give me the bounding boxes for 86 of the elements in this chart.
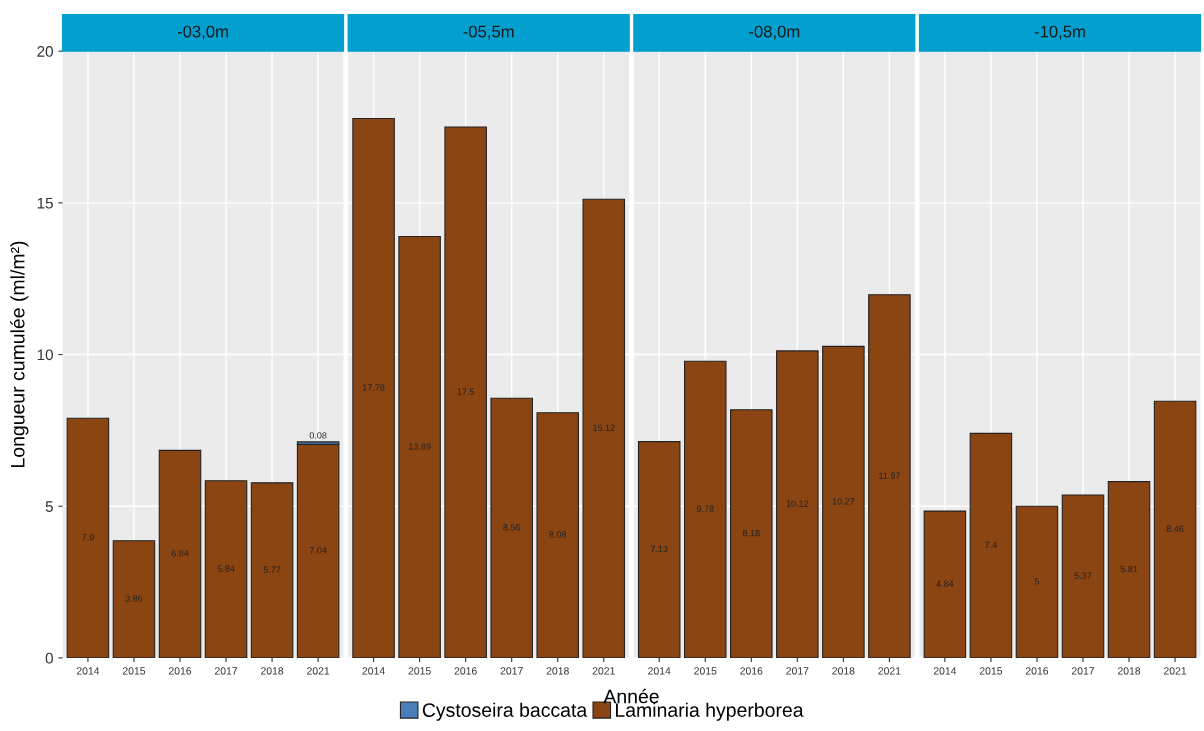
chart-title: -10,5m: [1034, 25, 1085, 40]
bar: [822, 345, 865, 658]
y-tick-label: 0: [45, 652, 53, 664]
data-label: 5.81: [1120, 565, 1138, 573]
data-label: 10.12: [786, 500, 809, 507]
legend-label: Laminaria hyperborea: [616, 702, 804, 721]
bar: [1015, 505, 1059, 658]
x-axis-title: Année: [603, 688, 659, 704]
x-tick-label: 2018: [1117, 667, 1141, 675]
x-tick-label: 2021: [592, 667, 615, 675]
chart-title: -08,0m: [749, 25, 800, 40]
bar: [66, 417, 110, 658]
bar: [923, 510, 967, 658]
bar: [352, 117, 395, 658]
data-label: 8.18: [742, 529, 760, 537]
bar: [296, 443, 340, 658]
y-tick-label: 10: [37, 349, 53, 361]
x-tick-label: 2016: [168, 667, 192, 675]
data-label: 10.27: [832, 498, 855, 505]
data-label: 13.89: [409, 443, 431, 450]
x-tick-label: 2014: [76, 667, 100, 675]
x-tick-label: 2021: [878, 667, 901, 675]
legend-label: Cystoseira baccata: [422, 702, 588, 721]
bar: [204, 480, 248, 658]
data-label: 5: [1034, 578, 1040, 585]
data-label: 7.9: [82, 534, 94, 541]
data-label: 17.5: [457, 388, 475, 395]
data-label: 7.4: [985, 541, 997, 548]
x-tick-label: 2018: [546, 667, 569, 675]
x-tick-label: 2017: [786, 667, 809, 675]
bar: [1061, 494, 1105, 658]
data-label: 4.84: [936, 580, 954, 587]
data-label: 5.77: [263, 566, 281, 573]
x-tick-label: 2017: [214, 667, 238, 675]
x-tick-label: 2014: [362, 667, 385, 675]
x-tick-label: 2018: [832, 667, 855, 675]
x-tick-label: 2017: [500, 667, 523, 675]
bar: [582, 198, 626, 658]
bar: [250, 482, 294, 658]
data-label: 8.56: [503, 524, 521, 531]
bar: [112, 540, 156, 658]
x-tick-label: 2015: [122, 667, 146, 675]
bar: [969, 432, 1013, 658]
data-label: 6.84: [171, 550, 189, 557]
bar: [536, 412, 580, 658]
bar: [1153, 400, 1197, 658]
data-label: 8.08: [549, 531, 567, 538]
data-label: 7.13: [650, 545, 668, 553]
bar: [637, 441, 681, 658]
data-label: 3.86: [125, 595, 143, 602]
x-tick-label: 2016: [454, 667, 477, 675]
x-tick-label: 2021: [1164, 667, 1187, 675]
bar: [444, 126, 487, 658]
x-tick-label: 2017: [1071, 667, 1095, 675]
x-tick-label: 2015: [694, 667, 717, 675]
bar: [776, 350, 819, 658]
y-axis-title: Longueur cumulée (ml/m²): [10, 241, 29, 467]
data-label: 0.08: [309, 432, 327, 439]
data-label: 15.12: [593, 424, 615, 431]
x-tick-label: 2014: [648, 667, 671, 675]
x-tick-label: 2016: [1025, 667, 1049, 675]
bar: [398, 235, 441, 658]
bar: [730, 409, 773, 658]
x-tick-label: 2015: [979, 667, 1003, 675]
data-label: 17.78: [362, 384, 385, 391]
data-label: 7.04: [309, 547, 327, 554]
chart-title: -03,0m: [177, 25, 228, 40]
y-tick-label: 20: [37, 46, 53, 57]
x-tick-label: 2018: [261, 667, 284, 675]
x-tick-label: 2015: [408, 667, 431, 675]
x-tick-label: 2014: [933, 667, 957, 675]
x-tick-label: 2016: [740, 667, 763, 675]
data-label: 11.97: [879, 472, 900, 479]
bar: [868, 294, 911, 658]
data-label: 8.46: [1166, 525, 1184, 532]
bar: [158, 449, 202, 658]
y-tick-label: 5: [45, 501, 53, 512]
data-label: 9.78: [696, 505, 714, 512]
bar: [683, 360, 727, 658]
bar: [490, 397, 533, 658]
data-label: 5.37: [1074, 572, 1092, 579]
y-tick-label: 15: [37, 197, 53, 209]
x-tick-label: 2021: [307, 667, 330, 675]
data-label: 5.84: [217, 565, 235, 572]
chart-title: -05,5m: [463, 25, 514, 40]
bar: [1107, 481, 1151, 658]
